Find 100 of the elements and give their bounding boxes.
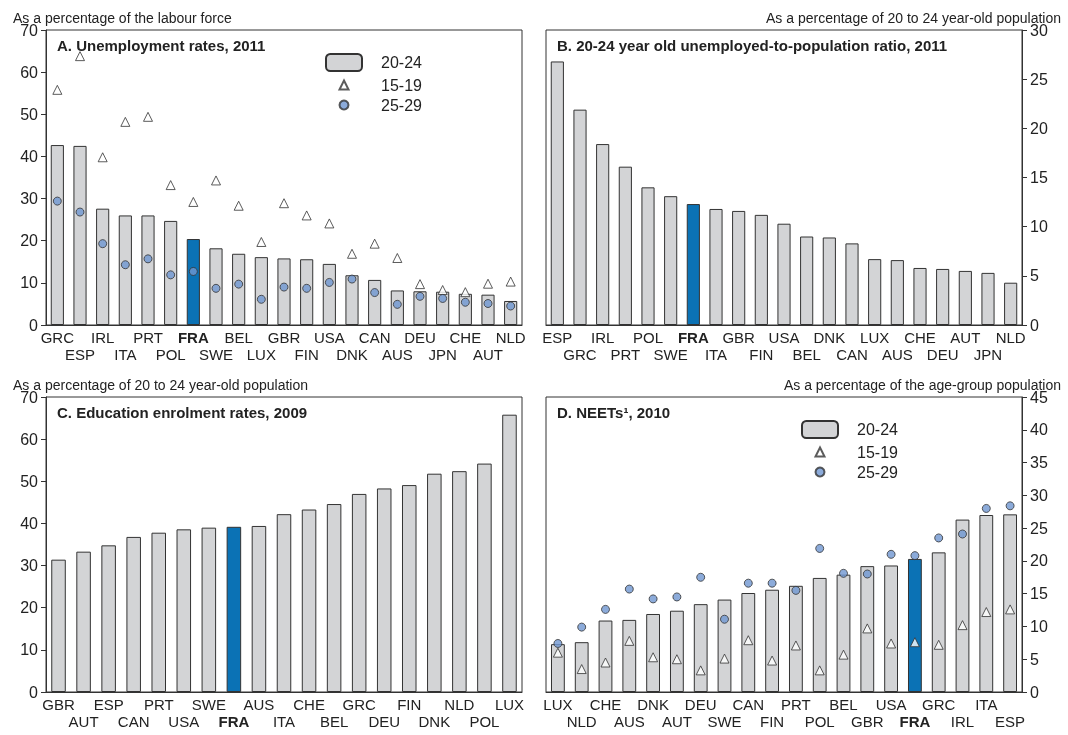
y-tick-label: 30 xyxy=(20,190,39,208)
x-tick-label: AUT xyxy=(68,713,99,730)
point xyxy=(233,200,244,211)
x-tick-label: ITA xyxy=(272,713,296,730)
y-tick-label: 25 xyxy=(1030,519,1048,537)
point xyxy=(188,196,199,207)
legend-label: 15-19 xyxy=(381,76,423,94)
x-tick-label: LUX xyxy=(860,329,890,346)
x-tick-label: PRT xyxy=(143,696,174,713)
point xyxy=(577,622,587,632)
point xyxy=(324,218,335,229)
point xyxy=(302,283,312,293)
point xyxy=(695,665,706,676)
y-tick-label: 60 xyxy=(20,430,39,448)
x-tick-label: GRC xyxy=(342,696,376,713)
legend-label: 15-19 xyxy=(857,443,899,461)
point xyxy=(75,207,85,217)
x-tick-label: AUT xyxy=(661,713,692,730)
point xyxy=(981,607,992,618)
point xyxy=(483,299,493,308)
x-tick-label: POL xyxy=(155,346,186,363)
y-tick-label: 25 xyxy=(1030,70,1048,88)
point xyxy=(324,277,334,287)
point xyxy=(933,639,944,650)
point xyxy=(347,248,357,259)
point xyxy=(234,279,244,289)
point xyxy=(671,654,682,665)
text: B. 20-24 year old unemployed-to-population ratio, 2011 xyxy=(557,37,948,54)
x-tick-label: SWE xyxy=(653,346,688,363)
point xyxy=(934,533,944,543)
x-tick-label: SWE xyxy=(707,713,742,730)
point xyxy=(460,287,471,298)
point xyxy=(460,297,470,307)
x-tick-label: USA xyxy=(875,696,907,713)
x-tick-label: POL xyxy=(469,713,500,730)
point xyxy=(166,270,176,280)
x-tick-label: USA xyxy=(313,329,345,346)
y-tick-label: 5 xyxy=(1030,267,1039,285)
point xyxy=(862,569,872,579)
chart-subtitle: As a percentage of 20 to 24 year-old population xyxy=(766,10,1061,26)
x-tick-label: CHE xyxy=(293,696,325,713)
y-tick-label: 10 xyxy=(20,274,39,292)
x-tick-label: JPN xyxy=(973,346,1003,363)
x-tick-label: GBR xyxy=(722,329,756,346)
point xyxy=(506,301,516,311)
point xyxy=(696,572,706,582)
x-tick-label: DNK xyxy=(637,696,669,713)
x-tick-label: NLD xyxy=(495,329,526,346)
x-tick-label: BEL xyxy=(829,696,858,713)
point xyxy=(188,266,198,276)
x-tick-label: CAN xyxy=(732,696,765,713)
y-tick-label: 20 xyxy=(20,232,39,250)
x-tick-label: FRA xyxy=(218,713,250,730)
x-tick-label: DNK xyxy=(813,329,846,346)
point xyxy=(815,543,825,553)
x-tick-label: AUS xyxy=(381,346,413,363)
x-tick-label: FRA xyxy=(677,329,709,346)
y-tick-label: 20 xyxy=(1030,552,1048,570)
point xyxy=(672,592,682,602)
y-tick-label: 0 xyxy=(1030,683,1039,701)
x-tick-label: DNK xyxy=(336,346,368,363)
text: A. Unemployment rates, 2011 xyxy=(57,37,266,54)
x-tick-label: GBR xyxy=(42,696,75,713)
x-tick-label: IRL xyxy=(90,329,115,346)
point xyxy=(839,568,848,578)
x-tick-label: USA xyxy=(168,713,200,730)
y-tick-label: 10 xyxy=(20,641,39,659)
point xyxy=(143,254,153,264)
chart-subtitle: As a percentage of the age-group population xyxy=(783,377,1062,393)
x-tick-label: SWE xyxy=(198,346,234,363)
x-tick-label: AUS xyxy=(243,696,275,713)
legend-label: 25-29 xyxy=(857,463,899,481)
point xyxy=(1005,501,1015,511)
y-tick-label: 60 xyxy=(20,63,39,81)
point xyxy=(648,594,658,604)
point xyxy=(886,638,897,649)
y-tick-label: 15 xyxy=(1030,169,1048,186)
point xyxy=(910,551,920,561)
point xyxy=(958,529,967,539)
x-tick-label: ITA xyxy=(704,346,728,363)
point xyxy=(505,276,516,287)
x-tick-label: JPN xyxy=(428,346,457,363)
x-tick-label: IRL xyxy=(590,329,615,346)
x-tick-label: ESP xyxy=(542,329,573,346)
y-tick-label: 0 xyxy=(1030,316,1039,334)
x-tick-label: BEL xyxy=(224,329,253,346)
y-tick-label: 10 xyxy=(1030,617,1048,635)
x-tick-label: GBR xyxy=(267,329,301,346)
legend-label: 25-29 xyxy=(381,96,423,114)
point xyxy=(624,584,634,594)
x-tick-label: FIN xyxy=(294,346,319,363)
text: D. NEETs¹, 2010 xyxy=(557,404,671,421)
point xyxy=(767,655,778,666)
point xyxy=(553,638,563,648)
point xyxy=(211,283,221,293)
y-tick-label: 20 xyxy=(20,599,39,617)
point xyxy=(279,282,289,292)
x-tick-label: AUT xyxy=(950,329,981,346)
point xyxy=(720,614,729,624)
x-tick-label: NLD xyxy=(566,713,597,730)
